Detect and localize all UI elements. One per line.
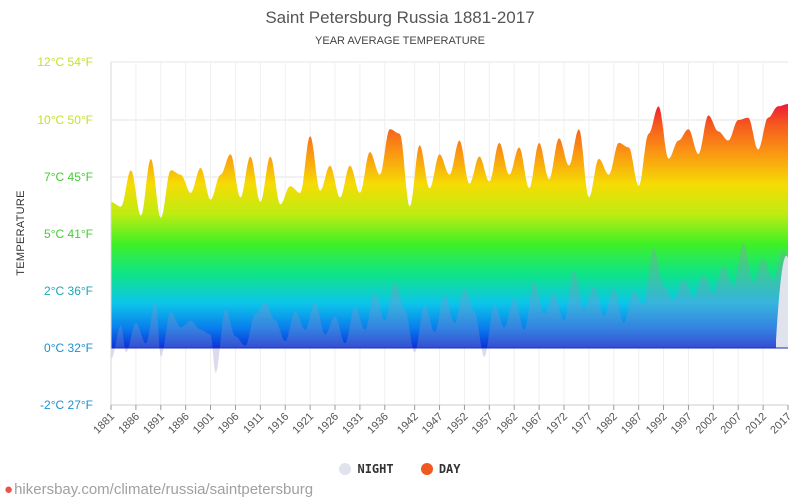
x-tick-label: 1931 [340,411,366,437]
x-tick-label: 1936 [365,411,391,437]
x-tick-label: 1952 [445,411,471,437]
x-tick-label: 1886 [116,411,142,437]
x-axis-ticks: 1881 1886 1891 1896 1901 1906 1911 1916 1921 1926… [91,404,794,437]
x-tick-label: 2002 [694,411,720,437]
x-tick-label: 1926 [315,411,341,437]
y-axis-title: TEMPERATURE [15,190,27,276]
day-dot-icon [420,463,433,475]
legend-item-day[interactable]: DAY [420,462,461,476]
y-tick-label: 10°C 50°F [37,113,93,127]
y-tick-label: 5°C 41°F [44,227,93,241]
x-tick-label: 1997 [669,411,695,437]
legend-night-label: NIGHT [357,462,394,476]
x-tick-label: 1942 [395,411,421,437]
x-tick-label: 2012 [743,411,769,437]
x-tick-label: 1967 [519,411,545,437]
day-series-area[interactable] [111,104,788,348]
source-link[interactable]: ●hikersbay.com/climate/russia/saintpeter… [4,481,313,498]
x-tick-label: 1982 [594,411,620,437]
x-tick-label: 1916 [266,411,292,437]
chart-title: Saint Petersburg Russia 1881-2017 [265,8,535,27]
legend: NIGHT DAY [0,462,800,476]
location-pin-icon: ● [4,481,14,498]
x-tick-label: 1962 [495,411,521,437]
x-tick-label: 2017 [768,411,794,437]
night-dot-icon [339,463,352,475]
x-tick-label: 1921 [290,411,316,437]
y-axis-ticks: 12°C 54°F 10°C 50°F 7°C 45°F 5°C 41°F 2°C 36… [37,55,93,412]
x-tick-label: 1901 [191,411,217,437]
legend-day-label: DAY [438,462,461,476]
x-tick-label: 1972 [544,411,570,437]
x-tick-label: 1881 [91,411,117,437]
x-tick-label: 1896 [166,411,192,437]
legend-item-night[interactable]: NIGHT [339,462,394,476]
y-tick-label: -2°C 27°F [40,398,93,412]
y-tick-label: 7°C 45°F [44,170,93,184]
x-tick-label: 1957 [470,411,496,437]
x-tick-label: 1911 [241,411,266,436]
x-tick-label: 1987 [619,411,645,437]
x-tick-label: 1891 [141,411,167,437]
y-tick-label: 0°C 32°F [44,341,93,355]
night-series-area[interactable] [111,243,788,374]
chart-subtitle: YEAR AVERAGE TEMPERATURE [315,35,485,47]
y-tick-label: 2°C 36°F [44,284,93,298]
x-tick-label: 1906 [216,411,242,437]
x-tick-label: 1977 [569,411,595,437]
x-tick-label: 1992 [644,411,670,437]
x-tick-label: 2007 [719,411,745,437]
y-tick-label: 12°C 54°F [37,55,93,69]
plot-areas [110,62,788,405]
night-series-end-shade [776,255,788,348]
x-tick-label: 1947 [420,411,446,437]
source-link-text: hikersbay.com/climate/russia/saintpeters… [14,481,314,498]
